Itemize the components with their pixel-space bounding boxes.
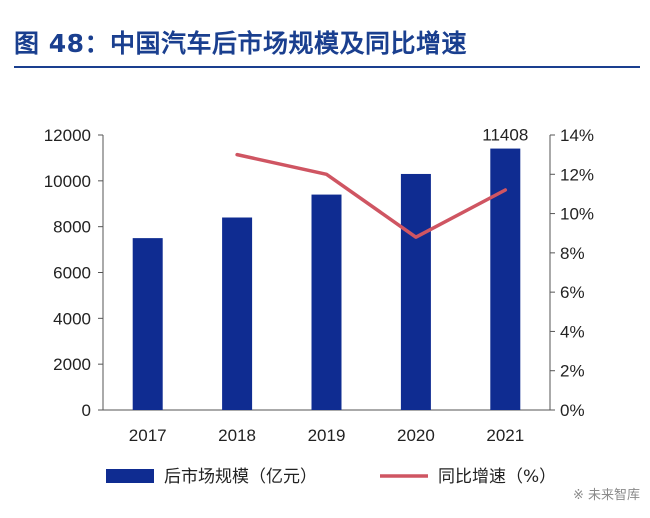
y-left-tick-label: 8000 — [53, 218, 91, 237]
y-left-tick-label: 2000 — [53, 355, 91, 374]
x-tick-label: 2021 — [486, 426, 524, 445]
growth-rate-point — [235, 153, 239, 156]
growth-rate-line — [235, 152, 508, 239]
x-tick-label: 2017 — [129, 426, 167, 445]
growth-rate-point — [325, 173, 328, 176]
watermark-icon: ※ — [572, 488, 584, 503]
y-left-tick-label: 10000 — [44, 172, 91, 191]
watermark: ※ 未来智库 — [573, 484, 640, 503]
bar-data-label: 11408 — [482, 126, 528, 145]
legend-bar-label: 后市场规模（亿元） — [164, 467, 317, 487]
y-right-tick-label: 0% — [560, 401, 585, 420]
growth-rate-point — [504, 188, 507, 192]
bar-2020 — [400, 173, 431, 410]
bar-2021 — [490, 148, 521, 411]
y-right-tick-label: 10% — [560, 205, 594, 224]
x-tick-label: 2019 — [308, 426, 346, 445]
y-right-tick-label: 2% — [560, 362, 585, 381]
y-right-tick-label: 6% — [560, 283, 585, 302]
title-divider — [14, 66, 640, 68]
x-tick-label: 2018 — [218, 426, 256, 445]
y-right-tick-label: 4% — [560, 322, 585, 341]
y-left-tick-label: 4000 — [53, 309, 91, 328]
x-tick-label: 2020 — [397, 426, 435, 445]
legend-bar-swatch — [106, 469, 154, 483]
y-left-tick-label: 12000 — [44, 126, 91, 145]
bar-2018 — [222, 217, 253, 410]
y-right-tick-label: 8% — [560, 244, 585, 263]
watermark-text: 未来智库 — [587, 488, 640, 503]
growth-rate-point — [414, 235, 418, 239]
y-left-tick-label: 6000 — [53, 264, 91, 283]
y-left-tick-label: 0 — [82, 401, 91, 420]
legend-line-label: 同比增速（%） — [438, 467, 556, 487]
chart-title: 图 48：中国汽车后市场规模及同比增速 — [14, 29, 467, 58]
bar-2019 — [311, 194, 342, 410]
y-right-tick-label: 14% — [560, 126, 594, 145]
bar-2017 — [132, 238, 163, 410]
y-right-tick-label: 12% — [560, 165, 594, 184]
